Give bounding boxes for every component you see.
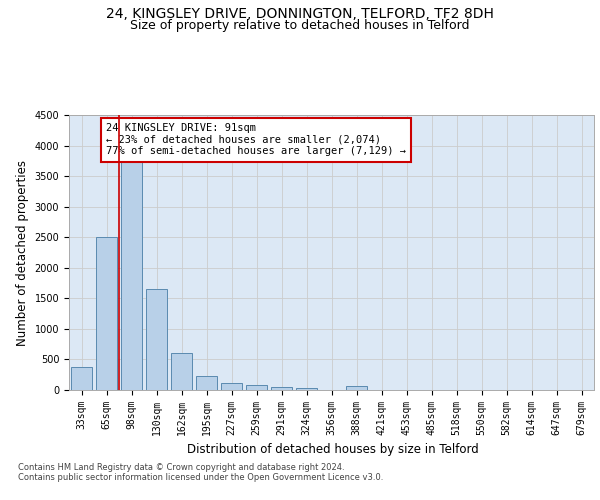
- Bar: [196, 376, 217, 390]
- Text: Contains HM Land Registry data © Crown copyright and database right 2024.: Contains HM Land Registry data © Crown c…: [18, 462, 344, 471]
- Bar: [221, 384, 242, 390]
- Text: Size of property relative to detached houses in Telford: Size of property relative to detached ho…: [130, 19, 470, 32]
- Y-axis label: Number of detached properties: Number of detached properties: [16, 160, 29, 346]
- Bar: [346, 386, 367, 390]
- Text: 24, KINGSLEY DRIVE, DONNINGTON, TELFORD, TF2 8DH: 24, KINGSLEY DRIVE, DONNINGTON, TELFORD,…: [106, 8, 494, 22]
- Bar: [296, 388, 317, 390]
- Bar: [171, 354, 192, 390]
- Bar: [121, 161, 142, 390]
- Bar: [246, 386, 267, 390]
- Bar: [271, 386, 292, 390]
- Text: Distribution of detached houses by size in Telford: Distribution of detached houses by size …: [187, 442, 479, 456]
- Bar: [96, 237, 117, 390]
- Bar: [71, 368, 92, 390]
- Text: 24 KINGSLEY DRIVE: 91sqm
← 23% of detached houses are smaller (2,074)
77% of sem: 24 KINGSLEY DRIVE: 91sqm ← 23% of detach…: [106, 123, 406, 156]
- Bar: [146, 289, 167, 390]
- Text: Contains public sector information licensed under the Open Government Licence v3: Contains public sector information licen…: [18, 472, 383, 482]
